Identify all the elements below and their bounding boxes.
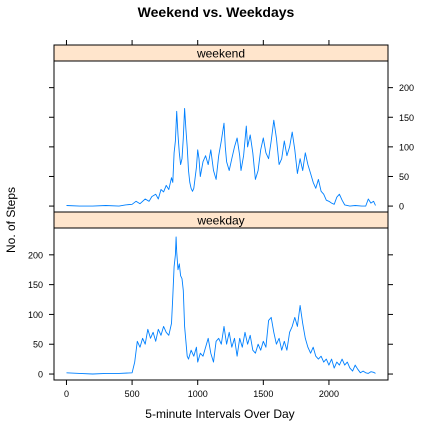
x-tick-label: 0: [64, 389, 69, 399]
x-tick-label: 1000: [188, 389, 208, 399]
panel-weekend: weekend: [53, 44, 389, 213]
panel-weekday: weekday: [53, 211, 389, 381]
y-tick-label: 50: [399, 172, 409, 182]
y-tick-label: 0: [38, 370, 43, 380]
right-axis-upper: 0 50 100 150 200: [49, 83, 414, 212]
plot-frame-weekend: [53, 60, 389, 213]
strip-label-weekend: weekend: [196, 47, 245, 61]
x-tick-label: 2000: [319, 389, 339, 399]
y-tick-label: 100: [399, 142, 414, 152]
x-tick-label: 500: [125, 389, 140, 399]
y-tick-label: 150: [399, 113, 414, 123]
y-tick-label: 50: [33, 340, 43, 350]
x-axis-label: 5-minute Intervals Over Day: [145, 407, 294, 421]
strip-label-weekday: weekday: [196, 214, 244, 228]
y-tick-label: 0: [399, 202, 404, 212]
chart-title: Weekend vs. Weekdays: [138, 4, 295, 20]
x-tick-label: 1500: [253, 389, 273, 399]
series-line-weekday: [66, 236, 376, 375]
top-axis-ticks: [65, 40, 330, 45]
y-axis-label: No. of Steps: [4, 187, 18, 253]
left-axis-lower: 0 50 100 150 200: [28, 250, 393, 380]
y-tick-label: 150: [28, 280, 43, 290]
y-tick-label: 200: [399, 83, 414, 93]
x-axis-bottom: 0 500 1000 1500 2000: [64, 380, 339, 399]
y-tick-label: 200: [28, 250, 43, 260]
series-line-weekend: [66, 107, 376, 207]
y-tick-label: 100: [28, 310, 43, 320]
plot-frame-weekday: [53, 227, 389, 381]
